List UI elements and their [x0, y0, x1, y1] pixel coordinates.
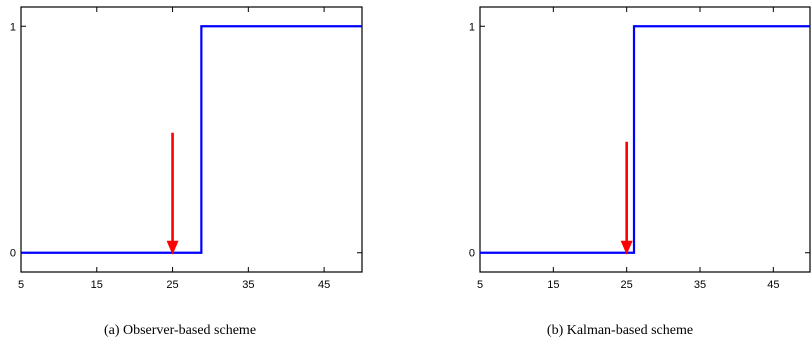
panel-a: (a) Observer-based scheme 5 15 25 35 45 0 1	[10, 6, 363, 338]
panel-b: (b) Kalman-based scheme 5 15 25 35 45 0 1	[469, 6, 811, 338]
panel-b-x-tick-label: 35	[694, 279, 706, 291]
panel-a-y-tick-label: 0	[10, 248, 16, 260]
panel-b-x-tick-label: 25	[621, 279, 633, 291]
panel-a-y-tick-label: 1	[10, 21, 16, 33]
panel-a-x-tick-label: 25	[166, 279, 178, 291]
panel-a-step-line	[21, 25, 362, 254]
panel-a-x-tick-label: 15	[91, 279, 103, 291]
panel-a-x-tick-label: 35	[242, 279, 254, 291]
panel-b-step-line	[480, 25, 810, 254]
panel-b-x-tick-label: 15	[547, 279, 559, 291]
panel-a-x-tick-label: 5	[18, 279, 24, 291]
panel-b-x-tick-label: 45	[767, 279, 779, 291]
panel-b-axes-frame	[479, 6, 811, 273]
panel-a-red-arrow-head	[166, 240, 179, 255]
panel-a-caption: (a) Observer-based scheme	[104, 323, 256, 338]
panel-a-axes-frame	[20, 6, 363, 273]
panel-a-x-tick-label: 45	[318, 279, 330, 291]
panel-b-x-tick-label: 5	[477, 279, 483, 291]
panel-b-caption: (b) Kalman-based scheme	[547, 323, 693, 338]
panel-b-red-arrow-head	[620, 240, 633, 255]
panel-b-y-tick-label: 0	[469, 248, 475, 260]
panel-b-y-tick-label: 1	[469, 21, 475, 33]
